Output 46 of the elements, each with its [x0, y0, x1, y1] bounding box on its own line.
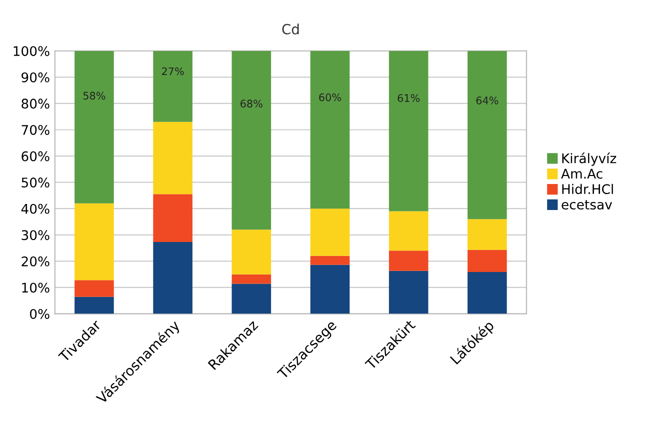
chart-title: Cd: [282, 24, 299, 34]
y-tick-label: 70%: [22, 124, 50, 135]
bar: [310, 264, 350, 314]
bar: [468, 219, 507, 250]
y-tick-label: 30%: [22, 230, 50, 240]
y-tick-label: 90%: [22, 72, 50, 82]
data-label: 64%: [476, 96, 498, 104]
bar: [468, 50, 507, 220]
y-tick-label: 20%: [22, 256, 50, 266]
bar: [468, 272, 507, 314]
bar: [74, 296, 114, 314]
bar: [310, 50, 350, 209]
data-label: 27%: [162, 67, 184, 76]
legend-label: Királyvíz: [562, 152, 616, 166]
y-tick-label: 100%: [14, 46, 50, 56]
bar: [388, 211, 428, 251]
bar: [388, 50, 428, 212]
bar: [388, 250, 428, 271]
bar: [232, 274, 272, 284]
bar: [74, 280, 114, 297]
bar: [232, 50, 272, 230]
bar: [153, 50, 192, 122]
y-tick-label: 50%: [22, 178, 50, 188]
bar: [153, 194, 192, 242]
bar: [153, 242, 192, 314]
legend-label: Hidr.HCl: [562, 184, 613, 194]
data-label: 60%: [319, 93, 341, 102]
bar: [153, 122, 192, 194]
legend-label: ecetsav: [562, 200, 612, 210]
y-tick-label: 10%: [22, 282, 50, 293]
data-label: 68%: [240, 100, 262, 108]
bar: [74, 50, 114, 204]
bar: [310, 256, 350, 265]
bar: [232, 284, 272, 314]
bar: [468, 250, 507, 272]
y-tick-label: 40%: [21, 204, 50, 214]
y-tick-label: 0%: [30, 308, 50, 319]
bar: [232, 230, 272, 274]
y-tick-label: 80%: [22, 98, 50, 109]
bar: [388, 270, 428, 314]
bar: [74, 203, 114, 280]
data-label: 61%: [398, 94, 420, 102]
y-tick-label: 60%: [22, 151, 50, 162]
legend-label: Am.Ac: [561, 168, 602, 179]
data-label: 58%: [83, 92, 106, 100]
bar: [310, 208, 350, 256]
